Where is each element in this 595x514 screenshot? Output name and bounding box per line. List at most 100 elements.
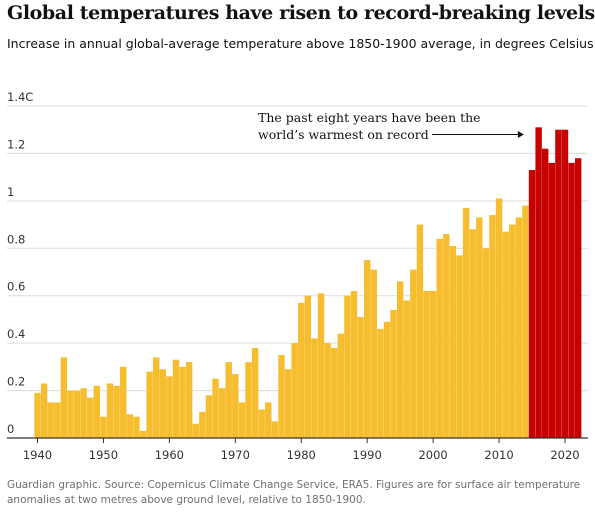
- bar-1990: [363, 260, 371, 438]
- bar-1996: [403, 300, 410, 438]
- bar-1985: [331, 347, 338, 438]
- bar-2017: [542, 148, 549, 438]
- bar-1941: [40, 383, 48, 438]
- y-tick-label: 1.2: [7, 137, 25, 151]
- bar-1953: [120, 366, 127, 438]
- bar-1952: [113, 385, 120, 438]
- bars: [34, 127, 582, 439]
- bar-2003: [449, 245, 457, 438]
- bar-1946: [73, 390, 81, 438]
- bar-2011: [502, 231, 509, 438]
- bar-1970: [232, 373, 239, 438]
- bar-1943: [54, 402, 61, 438]
- bar-1951: [106, 383, 114, 438]
- bar-1958: [152, 357, 160, 438]
- bar-1965: [199, 411, 206, 438]
- bar-1989: [357, 317, 364, 438]
- x-tick-label: 1970: [221, 448, 250, 462]
- x-tick-label: 1940: [23, 448, 52, 462]
- bar-1956: [139, 430, 147, 438]
- bar-1972: [245, 362, 252, 438]
- bar-1978: [284, 369, 292, 438]
- bar-1977: [278, 355, 285, 438]
- bar-1986: [337, 333, 345, 438]
- bar-1947: [80, 388, 87, 438]
- bar-1969: [225, 362, 232, 438]
- bar-2013: [515, 217, 523, 438]
- bar-1944: [60, 357, 68, 438]
- bar-1979: [291, 343, 298, 438]
- bar-1949: [93, 385, 101, 438]
- bar-1984: [324, 343, 331, 438]
- bar-1962: [179, 366, 186, 438]
- bar-1973: [251, 347, 259, 438]
- bar-1945: [67, 390, 74, 438]
- bar-1988: [350, 290, 358, 438]
- source-note: Guardian graphic. Source: Copernicus Cli…: [7, 479, 581, 506]
- bar-1992: [377, 328, 384, 438]
- bar-1967: [212, 378, 219, 438]
- y-tick-label: 0.4: [7, 327, 25, 341]
- bar-1982: [311, 338, 318, 438]
- bar-1940: [34, 392, 41, 438]
- bar-1968: [218, 388, 226, 438]
- bar-2018: [548, 162, 556, 438]
- annotation-arrowhead: [517, 131, 524, 138]
- bar-1983: [317, 293, 325, 438]
- bar-2002: [443, 234, 450, 438]
- bar-2004: [456, 255, 463, 438]
- x-tick-label: 1980: [287, 448, 316, 462]
- chart-title: Global temperatures have risen to record…: [7, 2, 595, 24]
- annotation-text-line: world’s warmest on record: [258, 127, 429, 142]
- bar-1998: [416, 224, 424, 438]
- bar-1987: [344, 295, 351, 438]
- bar-2019: [555, 129, 562, 438]
- bar-1963: [185, 362, 193, 438]
- bar-2021: [568, 162, 575, 438]
- bar-1964: [192, 423, 199, 438]
- bar-2009: [489, 215, 496, 438]
- bar-1976: [271, 421, 279, 438]
- bar-1981: [304, 295, 312, 438]
- bar-2016: [535, 127, 542, 438]
- bar-1971: [238, 402, 246, 438]
- y-tick-labels: 0 0.2 0.4 0.6 0.8 1 1.2 1.4C: [7, 90, 33, 436]
- x-tick-label: 2000: [418, 448, 447, 462]
- y-tick-label: 0.6: [7, 280, 25, 294]
- annotation-text-line: The past eight years have been the: [258, 110, 481, 125]
- x-axis: [7, 437, 588, 443]
- y-tick-label: 0.8: [7, 232, 25, 246]
- bar-1957: [146, 371, 153, 438]
- y-tick-label: 0.2: [7, 375, 25, 389]
- bar-1961: [172, 359, 180, 438]
- bar-1948: [87, 397, 94, 438]
- bar-1995: [396, 281, 404, 438]
- bar-2008: [482, 248, 490, 438]
- bar-1980: [298, 302, 305, 438]
- x-tick-labels: 1940 1950 1960 1970 1980 1990 2000 2010 2020: [23, 448, 580, 462]
- bar-1991: [370, 269, 377, 438]
- bar-2001: [436, 238, 443, 438]
- y-tick-label: 1: [7, 185, 14, 199]
- x-tick-label: 2020: [550, 448, 579, 462]
- x-tick-label: 1960: [155, 448, 184, 462]
- bar-1997: [410, 269, 417, 438]
- bar-1993: [383, 321, 391, 438]
- bar-2015: [528, 170, 536, 438]
- chart-subtitle: Increase in annual global-average temper…: [7, 36, 594, 51]
- bar-2010: [495, 198, 503, 438]
- bar-1955: [133, 416, 140, 438]
- bar-1950: [100, 416, 107, 438]
- bar-1974: [258, 409, 265, 438]
- x-tick-label: 1950: [89, 448, 118, 462]
- bar-2006: [469, 229, 476, 438]
- bar-2000: [429, 290, 437, 438]
- y-tick-label: 1.4C: [7, 90, 33, 104]
- bar-1954: [126, 414, 134, 438]
- x-tick-label: 1990: [353, 448, 382, 462]
- bar-1960: [166, 376, 173, 438]
- bar-2012: [509, 224, 516, 438]
- bar-1942: [47, 402, 54, 438]
- bar-1975: [265, 402, 272, 438]
